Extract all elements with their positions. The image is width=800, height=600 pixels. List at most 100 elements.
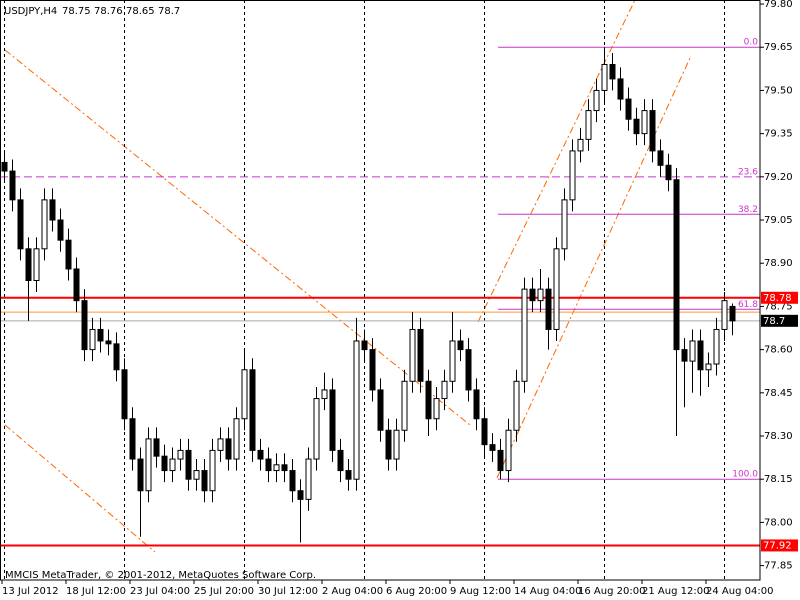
candle-body xyxy=(497,449,504,472)
candle-body xyxy=(625,98,632,120)
candle-body xyxy=(425,380,432,420)
candle-body xyxy=(329,389,336,451)
x-tick-label: 16 Aug 20:00 xyxy=(578,586,645,597)
candle-body xyxy=(377,389,384,431)
fib-label: 23.6 xyxy=(738,167,758,177)
fib-label: 0.0 xyxy=(744,38,759,48)
candle-body xyxy=(345,470,352,480)
candle-body xyxy=(553,248,560,330)
x-tick-label: 14 Aug 04:00 xyxy=(514,586,581,597)
y-tick-label: 78.75 xyxy=(764,301,793,312)
copyright: MMCIS MetaTrader, © 2001-2012, MetaQuote… xyxy=(5,570,316,581)
candle-body xyxy=(569,150,576,201)
y-tick-label: 79.35 xyxy=(764,129,793,140)
candle-body xyxy=(33,248,40,281)
candle-body xyxy=(41,199,48,250)
candle-body xyxy=(193,470,200,480)
x-tick-label: 21 Aug 12:00 xyxy=(642,586,709,597)
candle-body xyxy=(249,369,256,451)
candle-body xyxy=(385,429,392,460)
candle-body xyxy=(297,490,304,500)
candle-body xyxy=(201,470,208,492)
candle-body xyxy=(169,458,176,472)
y-tick-label: 78.15 xyxy=(764,474,793,485)
candle-body xyxy=(241,369,248,420)
x-tick-label: 25 Jul 20:00 xyxy=(194,586,254,597)
candle-body xyxy=(321,389,328,400)
y-tick-label: 79.05 xyxy=(764,215,793,226)
candle-body xyxy=(1,161,8,172)
price-tag-label: 77.92 xyxy=(763,540,792,551)
candle-body xyxy=(409,328,416,382)
candle-body xyxy=(65,239,72,270)
candle-body xyxy=(417,328,424,382)
candle-body xyxy=(209,449,216,492)
candle-body xyxy=(689,340,696,362)
candle-body xyxy=(177,449,184,460)
candle-body xyxy=(465,349,472,391)
candle-body xyxy=(137,458,144,492)
fib-label: 100.0 xyxy=(732,470,758,480)
y-tick-label: 79.20 xyxy=(764,172,793,183)
candle-body xyxy=(57,219,64,241)
fib-label: 61.8 xyxy=(738,300,758,310)
candle-body xyxy=(257,449,264,460)
x-tick-label: 9 Aug 12:00 xyxy=(450,586,511,597)
candle-body xyxy=(225,438,232,460)
candle-body xyxy=(129,418,136,460)
price-tag xyxy=(761,291,798,304)
y-tick-label: 79.80 xyxy=(764,0,793,10)
candle-body xyxy=(145,438,152,492)
y-tick-label: 78.45 xyxy=(764,388,793,399)
candle-body xyxy=(337,449,344,472)
candle-body xyxy=(185,449,192,480)
candle-body xyxy=(601,64,608,91)
price-tag xyxy=(761,539,798,552)
candle-body xyxy=(673,179,680,351)
ohlc-low: 78.65 xyxy=(126,6,155,17)
candle-body xyxy=(489,444,496,451)
y-tick-label: 78.00 xyxy=(764,517,793,528)
trend-line xyxy=(4,49,471,426)
price-tag xyxy=(761,314,798,327)
x-tick-label: 23 Jul 04:00 xyxy=(130,586,190,597)
candle-body xyxy=(265,458,272,472)
candle-body xyxy=(433,398,440,420)
candle-body xyxy=(593,89,600,112)
x-tick-label: 18 Jul 12:00 xyxy=(66,586,126,597)
price-tag-label: 78.78 xyxy=(763,293,792,304)
x-tick-label: 6 Aug 20:00 xyxy=(386,586,447,597)
candle-body xyxy=(281,464,288,472)
x-tick-label: 2 Aug 04:00 xyxy=(322,586,383,597)
y-tick-label: 77.85 xyxy=(764,561,793,572)
candle-body xyxy=(97,328,104,342)
candle-body xyxy=(729,305,736,322)
candle-body xyxy=(657,150,664,166)
y-tick-label: 79.65 xyxy=(764,42,793,53)
trend-line xyxy=(4,424,156,553)
candle-body xyxy=(545,288,552,330)
candle-body xyxy=(305,458,312,500)
candle-body xyxy=(233,418,240,460)
candle-body xyxy=(161,455,168,472)
candle-body xyxy=(721,300,728,330)
price-tag-label: 78.7 xyxy=(763,316,785,327)
candle-body xyxy=(313,398,320,460)
candle-body xyxy=(73,268,80,302)
candle-body xyxy=(49,199,56,221)
plot-frame xyxy=(0,0,761,581)
x-tick-label: 24 Aug 04:00 xyxy=(706,586,773,597)
candle-body xyxy=(513,380,520,431)
fib-label: 38.2 xyxy=(738,205,758,215)
candle-body xyxy=(561,199,568,250)
y-tick-label: 78.90 xyxy=(764,258,793,269)
x-tick-label: 13 Jul 2012 xyxy=(2,586,59,597)
candle-body xyxy=(697,340,704,371)
candle-body xyxy=(609,64,616,80)
y-tick-label: 78.60 xyxy=(764,345,793,356)
candle-body xyxy=(401,380,408,431)
candle-body xyxy=(665,164,672,181)
